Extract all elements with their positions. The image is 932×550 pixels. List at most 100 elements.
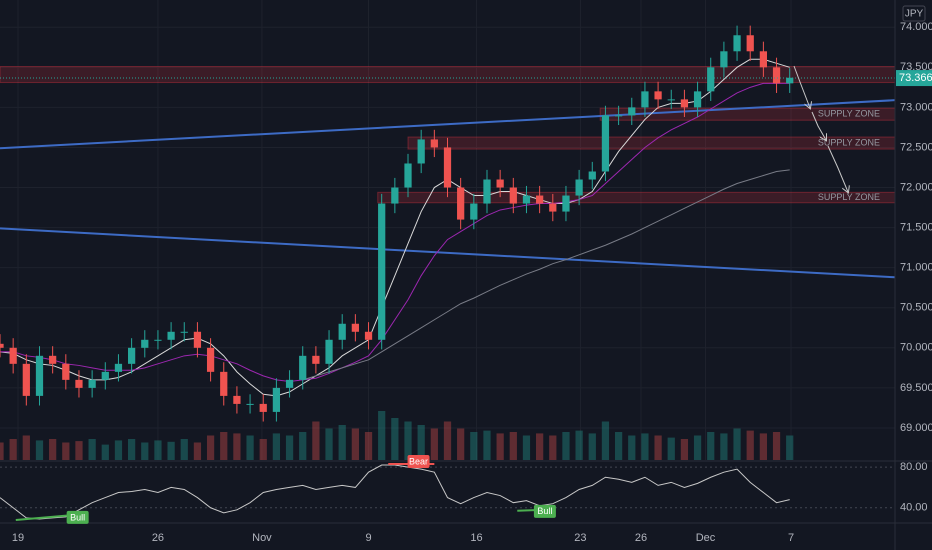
candle-body — [391, 187, 399, 204]
volume-bar — [233, 433, 241, 460]
volume-bar — [299, 432, 307, 460]
volume-bar — [746, 430, 754, 460]
candle-body — [614, 115, 623, 117]
candle-body — [75, 379, 83, 388]
currency: JPY — [905, 9, 924, 20]
candle-body — [483, 179, 491, 204]
candle-body — [509, 187, 517, 204]
trendline — [0, 99, 895, 150]
volume-bar — [575, 430, 583, 460]
volume-bar — [259, 439, 267, 460]
candle-body — [404, 163, 412, 188]
volume-bar — [154, 440, 162, 460]
zone-label: SUPPLY ZONE — [818, 109, 880, 119]
candle-body — [364, 331, 373, 340]
signal-label: Bear — [409, 456, 428, 466]
volume-bar — [101, 444, 109, 460]
volume-bar — [522, 435, 531, 460]
rsi-pane — [0, 463, 895, 521]
candle-body — [772, 67, 781, 84]
candle-body — [746, 35, 754, 52]
volume-bar — [0, 442, 4, 460]
volume-bar — [49, 439, 57, 460]
volume-bar — [601, 421, 610, 460]
volume-bar — [720, 433, 728, 460]
candle-body — [193, 331, 202, 348]
candle-body — [680, 99, 689, 108]
price-pane: SUPPLY ZONE SUPPLY ZONE SUPPLY ZONE — [0, 0, 895, 460]
volume-bar — [206, 435, 215, 460]
y-tick-label: 73.000 — [900, 101, 932, 113]
candle-body — [325, 339, 333, 364]
volume-bar — [193, 442, 202, 460]
candle-body — [628, 107, 636, 116]
volume-bar — [483, 430, 491, 460]
y-tick-label: 71.500 — [900, 222, 932, 234]
candle-body — [522, 195, 531, 204]
volume-bar — [167, 441, 175, 460]
x-tick-label: Nov — [252, 532, 272, 544]
candle-body — [180, 331, 188, 333]
y-tick-label: 69.000 — [900, 422, 932, 434]
candle-body — [259, 403, 267, 412]
x-tick-label: 23 — [574, 532, 586, 544]
volume-bar — [272, 433, 281, 460]
candle-body — [285, 379, 294, 388]
volume-bar — [9, 439, 17, 460]
volume-bar — [733, 428, 741, 460]
volume-bar — [562, 432, 570, 460]
candle-body — [786, 77, 794, 84]
volume-bar — [641, 433, 649, 460]
volume-bar — [536, 433, 544, 460]
candle-body — [654, 91, 662, 100]
x-tick-label: 16 — [470, 532, 482, 544]
candle-body — [35, 355, 44, 396]
volume-bar — [772, 432, 781, 460]
candle-body — [49, 355, 57, 364]
candle-body — [417, 139, 425, 164]
volume-bar — [325, 428, 333, 460]
volume-bar — [364, 432, 373, 460]
candle-body — [588, 171, 596, 180]
volume-bar — [378, 411, 386, 460]
candle-body — [470, 203, 478, 220]
divergence-line — [15, 513, 76, 521]
volume-bar — [127, 439, 136, 460]
candle-body — [430, 139, 438, 148]
zone-label: SUPPLY ZONE — [818, 137, 880, 147]
currency-box — [902, 5, 926, 22]
volume-bar — [430, 428, 438, 460]
x-tick-label: 26 — [152, 532, 164, 544]
candle-body — [338, 323, 346, 340]
volume-bar — [114, 440, 123, 460]
candle-body — [9, 347, 17, 364]
arrow — [827, 145, 848, 192]
volume-bar — [312, 421, 320, 460]
rsi-line — [0, 464, 790, 520]
volume-bar — [667, 437, 675, 460]
volume-bar — [707, 432, 715, 460]
arrow — [811, 111, 826, 140]
x-tick-label: Dec — [696, 532, 716, 544]
axes: 69.000 69.500 70.000 70.500 71.000 71.500 72.0… — [12, 21, 932, 544]
candle-body — [601, 115, 610, 172]
candle-body — [154, 339, 162, 341]
candle-body — [443, 147, 452, 188]
volume-bar — [628, 435, 636, 460]
volume-bar — [654, 435, 662, 460]
volume-bar — [180, 439, 188, 460]
volume-bar — [351, 428, 359, 460]
y-tick-label: 72.000 — [900, 181, 932, 193]
y-tick-label: 40.00 — [900, 502, 928, 514]
trendline — [0, 227, 895, 279]
volume-bar — [338, 425, 346, 460]
volume-bar — [75, 441, 83, 460]
candle-body — [101, 371, 109, 380]
candle-body — [206, 347, 215, 372]
volume-bar — [614, 432, 623, 460]
candle-body — [693, 91, 702, 108]
zone-label: SUPPLY ZONE — [818, 192, 880, 202]
candle-body — [562, 195, 570, 212]
volume-bar — [417, 425, 425, 460]
